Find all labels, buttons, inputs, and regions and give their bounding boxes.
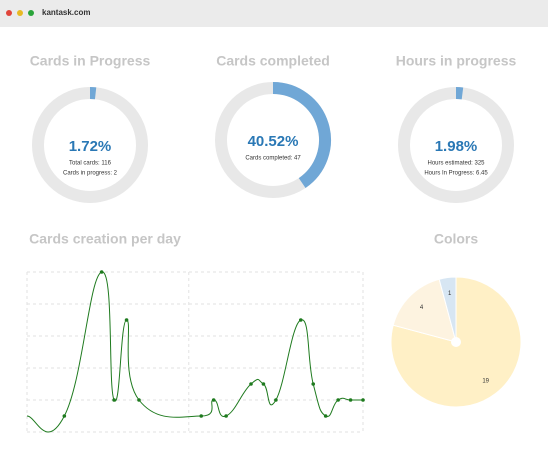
card-title: Hours in progress <box>396 53 517 69</box>
card-title: Cards completed <box>216 53 330 69</box>
browser-bar <box>0 0 548 27</box>
donut-detail: Cards in progress: 2 <box>63 171 118 177</box>
card-title: Cards in Progress <box>30 53 151 69</box>
point <box>298 318 303 322</box>
donut-value: 1.98% <box>435 138 478 155</box>
donut-value: 1.72% <box>69 138 112 155</box>
donut-detail: Cards completed: 47 <box>245 156 301 162</box>
point <box>62 414 67 418</box>
point <box>348 398 353 402</box>
donut-detail: Total cards: 116 <box>69 161 112 167</box>
maximize-button[interactable] <box>28 10 34 16</box>
point <box>323 414 328 418</box>
point <box>99 270 104 274</box>
donut-arc <box>272 82 331 189</box>
close-button[interactable] <box>6 10 12 16</box>
donut-detail: Hours estimated: 325 <box>427 161 485 167</box>
url: kantask.com <box>42 8 90 17</box>
point <box>311 382 316 386</box>
pie-label: 1 <box>448 291 452 297</box>
donut-value: 40.52% <box>248 133 299 150</box>
pie-label: 4 <box>420 305 424 311</box>
pie-hole <box>451 337 461 347</box>
point <box>124 318 129 322</box>
point <box>361 398 365 402</box>
point <box>336 398 340 402</box>
point <box>112 398 116 402</box>
point <box>274 398 278 402</box>
minimize-button[interactable] <box>17 10 23 16</box>
chart-title: Colors <box>434 231 479 247</box>
point <box>137 398 141 402</box>
pie-slice <box>438 276 457 343</box>
pie-label: 19 <box>482 378 489 384</box>
donut-detail: Hours In Progress: 6.45 <box>424 171 488 177</box>
point <box>249 382 253 386</box>
line <box>26 271 363 433</box>
point <box>224 414 228 418</box>
point <box>261 382 266 386</box>
point <box>211 398 216 402</box>
chart-title: Cards creation per day <box>29 231 181 247</box>
point <box>199 414 204 418</box>
pie-slice <box>392 278 457 343</box>
